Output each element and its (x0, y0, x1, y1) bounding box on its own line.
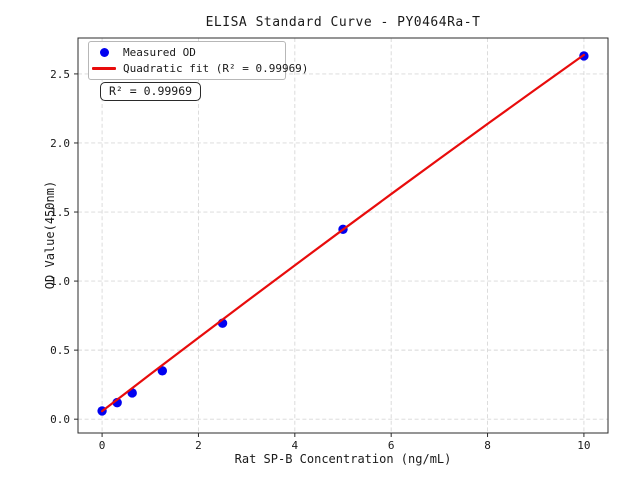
y-tick-label: 1.0 (50, 275, 70, 288)
data-point (157, 366, 168, 376)
y-tick-label: 0.5 (50, 344, 70, 357)
y-axis-label: OD Value(450nm) (43, 180, 57, 290)
x-tick-label: 10 (577, 439, 590, 452)
x-axis-label: Rat SP-B Concentration (ng/mL) (234, 452, 452, 466)
legend-item-measured-od: Measured OD (89, 46, 279, 59)
fit-line (100, 53, 586, 413)
r-squared-annotation: R² = 0.99969 (100, 82, 202, 101)
plot-frame (77, 37, 609, 434)
legend-label-quadratic-fit: Quadratic fit (R² = 0.99969) (123, 62, 309, 75)
chart-title: ELISA Standard Curve - PY0464Ra-T (205, 15, 481, 30)
x-tick-label: 4 (292, 439, 299, 452)
y-tick-label: 2.0 (50, 137, 70, 150)
legend-item-quadratic-fit: Quadratic fit (R² = 0.99969) (89, 62, 308, 75)
x-tick-label: 0 (99, 439, 106, 452)
y-tick-label: 2.5 (50, 68, 70, 81)
scatter-marker-icon (99, 48, 109, 57)
legend-swatch (89, 48, 119, 57)
legend-label-measured-od: Measured OD (123, 46, 196, 59)
y-tick-label: 0.0 (50, 413, 70, 426)
x-tick-label: 8 (484, 439, 491, 452)
legend-swatch (89, 67, 119, 70)
x-tick-label: 2 (195, 439, 202, 452)
y-tick-label: 1.5 (50, 206, 70, 219)
line-marker-icon (92, 67, 116, 70)
x-tick-label: 6 (388, 439, 395, 452)
legend: Measured OD Quadratic fit (R² = 0.99969) (88, 41, 308, 80)
